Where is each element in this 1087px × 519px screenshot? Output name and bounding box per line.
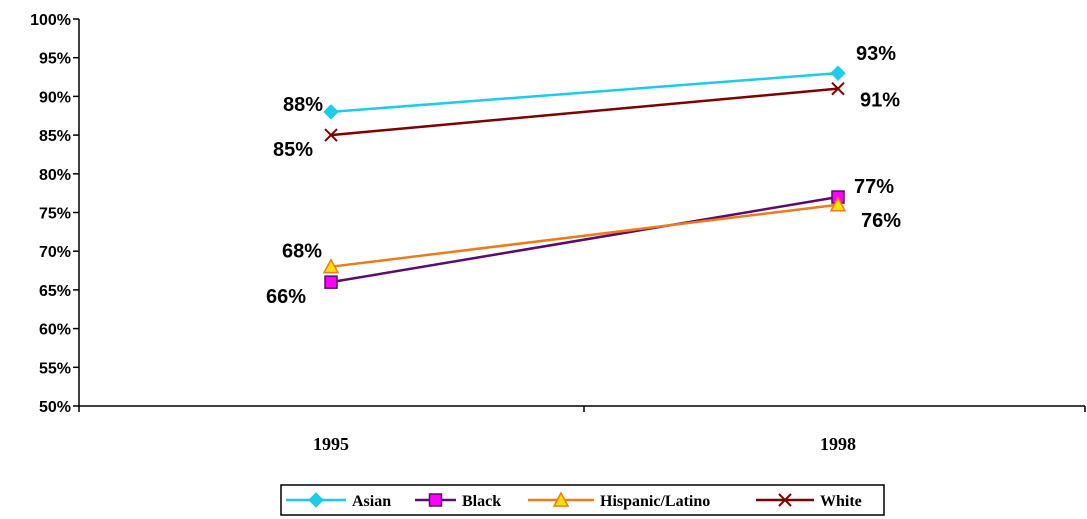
legend-marker-asian [308, 492, 324, 508]
series-line-hispanic-latino [330, 203, 839, 268]
y-tick-label: 95% [39, 51, 71, 68]
marker-x-stroke [831, 81, 845, 96]
marker-x-stroke [324, 128, 338, 142]
data-point-white [831, 81, 845, 96]
y-tick-label: 70% [39, 244, 71, 261]
series-line-white [330, 87, 839, 137]
marker-x-stroke [778, 493, 792, 507]
legend-label-asian: Asian [352, 493, 391, 510]
data-label-black: 77% [854, 176, 894, 198]
y-tick-label: 75% [39, 206, 71, 223]
data-label-black: 66% [266, 286, 306, 308]
y-tick-label: 80% [39, 167, 71, 184]
legend-label-hispanic-latino: Hispanic/Latino [600, 493, 710, 510]
y-tick-label: 100% [30, 12, 71, 29]
y-axis-ticks: 50% 55% 60% 65% 70% 75% 80% 85% 90% 95% 100% [30, 12, 79, 416]
legend-label-white: White [820, 493, 862, 510]
data-label-asian: 88% [283, 94, 323, 116]
data-labels: 88% 93% 66% 77% 68% 76% 85% 91% [266, 43, 901, 308]
axes [78, 19, 1085, 407]
y-tick-label: 60% [39, 322, 71, 339]
y-tick-label: 90% [39, 89, 71, 106]
data-point-asian [830, 65, 846, 81]
data-label-hispanic-latino: 68% [282, 241, 322, 263]
legend-marker-white [778, 493, 792, 507]
data-label-white: 91% [860, 90, 900, 112]
series-line-asian [330, 71, 839, 114]
x-axis-ticks: 1995 1998 [78, 406, 1086, 454]
data-label-white: 85% [273, 139, 313, 161]
y-tick-label: 65% [39, 283, 71, 300]
legend-marker-black [428, 493, 443, 507]
legend-label-black: Black [462, 493, 501, 510]
y-tick-label: 50% [39, 399, 71, 416]
series-layer [322, 65, 847, 289]
data-point-hispanic-latino [322, 258, 340, 274]
y-tick-label: 85% [39, 128, 71, 145]
legend: Asian Black Hispanic/Latino White [280, 484, 885, 516]
legend-marker-hispanic-latino [552, 491, 570, 507]
data-point-hispanic-latino [829, 196, 847, 212]
series-line-black [330, 195, 839, 284]
data-point-black [324, 275, 338, 289]
data-label-asian: 93% [856, 43, 896, 65]
data-label-hispanic-latino: 76% [861, 210, 901, 232]
data-point-asian [323, 104, 339, 120]
x-tick-label: 1998 [820, 434, 856, 454]
data-point-white [324, 128, 338, 142]
y-tick-label: 55% [39, 360, 71, 377]
x-tick-label: 1995 [313, 434, 349, 454]
